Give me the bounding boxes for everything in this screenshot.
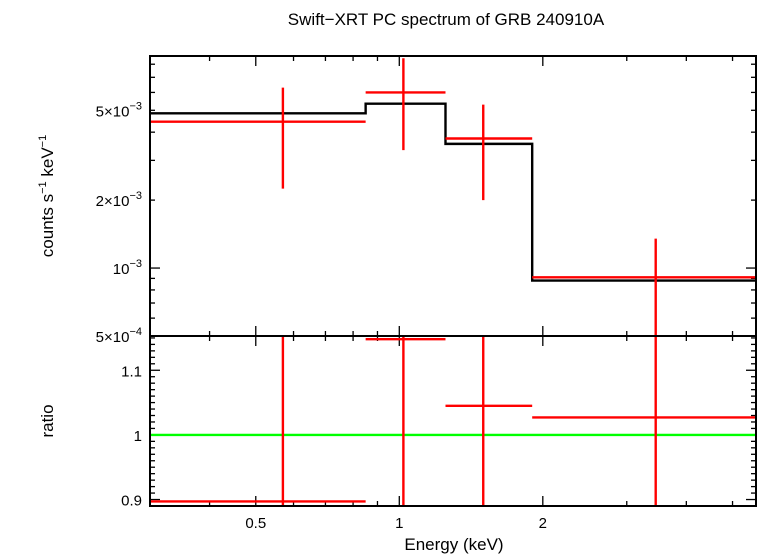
ratio-frame-top	[149, 335, 757, 507]
ratio-plot-area	[150, 336, 756, 506]
spectrum-y-axis-label-mid: keV	[38, 147, 57, 182]
model-step-line	[150, 102, 756, 282]
ratio-y-tick-label-base: 1	[134, 428, 142, 445]
spectrum-y-tick-label-base: 2×10	[96, 193, 130, 210]
spectrum-y-axis-label-sup2: −1	[37, 135, 49, 148]
ratio-y-axis-label-main: ratio	[38, 404, 57, 437]
spectrum-y-tick-label-exp: −4	[129, 326, 142, 338]
spectrum-y-tick-label: 5×10−3	[96, 100, 142, 120]
spectrum-y-tick-label-exp: −3	[129, 100, 142, 112]
spectrum-y-tick-label-base: 10	[113, 261, 130, 278]
ratio-y-axis-label: ratio	[38, 404, 57, 437]
spectrum-y-tick-label: 10−3	[113, 258, 142, 278]
spectrum-y-tick-label-exp: −3	[129, 190, 142, 202]
spectrum-y-tick-label: 5×10−4	[96, 326, 142, 346]
ratio-y-tick-label-base: 0.9	[121, 493, 142, 510]
ratio-y-tick-label: 0.9	[121, 493, 142, 510]
spectrum-y-axis-label-sup1: −1	[37, 181, 49, 194]
spectrum-data-point	[365, 58, 446, 151]
ratio-y-tick-label-base: 1.1	[121, 363, 142, 380]
spectrum-y-tick-label-base: 5×10	[96, 103, 130, 120]
ratio-data-point	[150, 336, 366, 506]
spectrum-plot-area	[150, 58, 756, 336]
spectrum-y-tick-label-exp: −3	[129, 258, 142, 270]
spectrum-y-tick-label: 2×10−3	[96, 190, 142, 210]
spectrum-data-point	[150, 87, 366, 189]
spectrum-y-axis-label: counts s−1 keV−1	[37, 135, 57, 257]
x-tick-label: 1	[395, 515, 403, 532]
spectrum-y-axis-label-main: counts s	[38, 194, 57, 257]
ratio-data-point	[532, 336, 756, 506]
spectrum-data-point	[445, 104, 533, 201]
ratio-y-tick-label: 1	[134, 428, 142, 445]
spectrum-y-tick-label-base: 5×10	[96, 329, 130, 346]
ratio-data-point	[445, 336, 533, 506]
x-axis-label: Energy (keV)	[404, 535, 503, 554]
spectrum-data-point	[532, 238, 756, 336]
x-tick-label: 2	[539, 515, 547, 532]
ratio-data-point	[365, 336, 446, 506]
ratio-y-tick-label: 1.1	[121, 363, 142, 380]
chart-title: Swift−XRT PC spectrum of GRB 240910A	[288, 10, 605, 29]
x-tick-label: 0.5	[245, 515, 266, 532]
ratio-panel: 1.1 1 0.9 0.5 1 2 ratio	[38, 335, 757, 532]
